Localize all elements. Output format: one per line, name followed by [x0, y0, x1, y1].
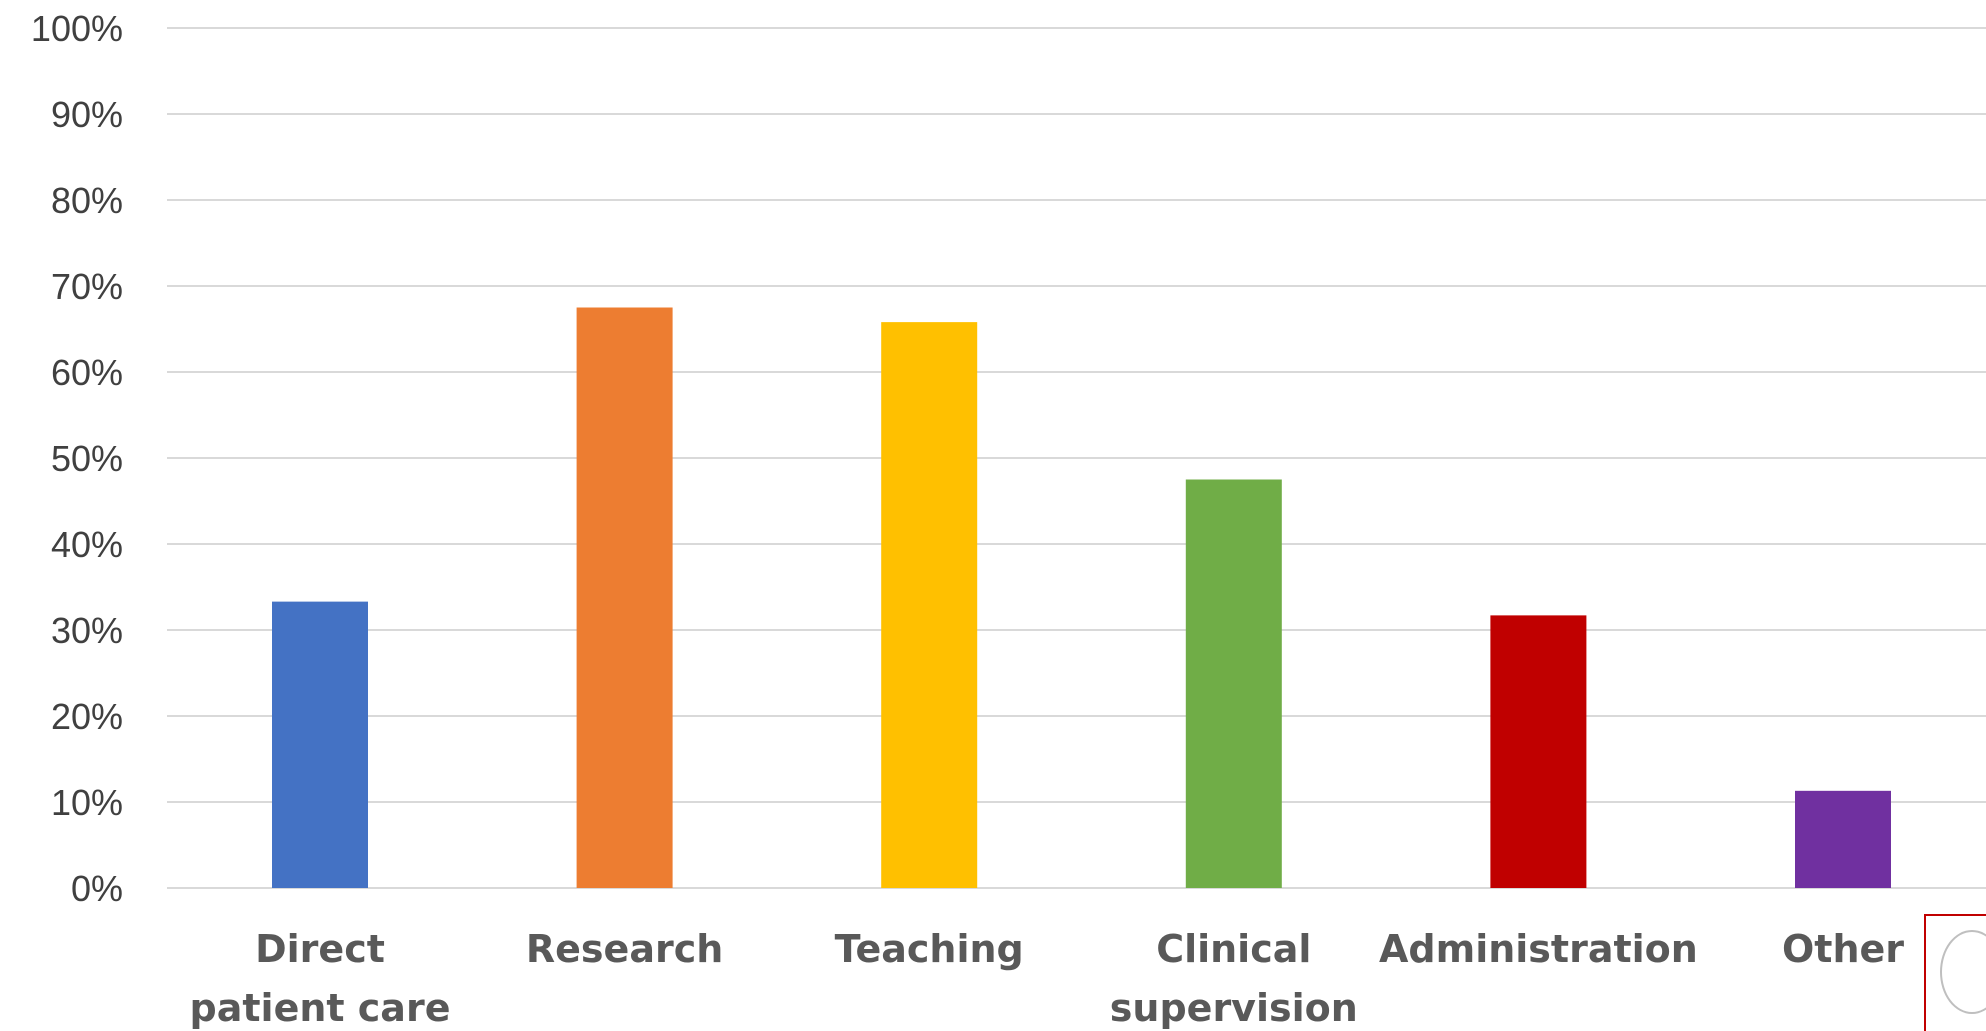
x-category-label: Other	[1782, 927, 1904, 971]
corner-logo-icon	[1924, 914, 1986, 1031]
y-axis-ticks: 0% 10% 20% 30% 40% 50% 60% 70% 80% 90% 100%	[31, 8, 123, 909]
y-tick-label: 50%	[51, 438, 123, 479]
x-category-label: patient care	[190, 986, 451, 1030]
y-tick-label: 100%	[31, 8, 123, 49]
bar	[1490, 615, 1587, 888]
x-category-label: supervision	[1110, 986, 1358, 1030]
x-category-label: Teaching	[835, 927, 1024, 971]
gridlines	[167, 27, 1986, 889]
y-tick-label: 40%	[51, 524, 123, 565]
bar	[881, 322, 978, 888]
y-tick-label: 30%	[51, 610, 123, 651]
bar	[1795, 790, 1891, 888]
y-tick-label: 10%	[51, 782, 123, 823]
y-tick-label: 70%	[51, 266, 123, 307]
bar	[272, 601, 368, 888]
x-category-label: Clinical	[1156, 927, 1311, 971]
x-category-label: Direct	[255, 927, 385, 971]
y-tick-label: 60%	[51, 352, 123, 393]
bar	[1185, 479, 1282, 888]
y-tick-label: 20%	[51, 696, 123, 737]
y-tick-label: 90%	[51, 94, 123, 135]
y-tick-label: 0%	[71, 868, 123, 909]
y-tick-label: 80%	[51, 180, 123, 221]
x-category-label: Administration	[1379, 927, 1698, 971]
x-category-label: Research	[526, 927, 723, 971]
x-axis-labels: Direct patient care Research Teaching Clinic…	[190, 927, 1905, 1030]
bars	[272, 307, 1891, 888]
bar	[576, 307, 673, 888]
